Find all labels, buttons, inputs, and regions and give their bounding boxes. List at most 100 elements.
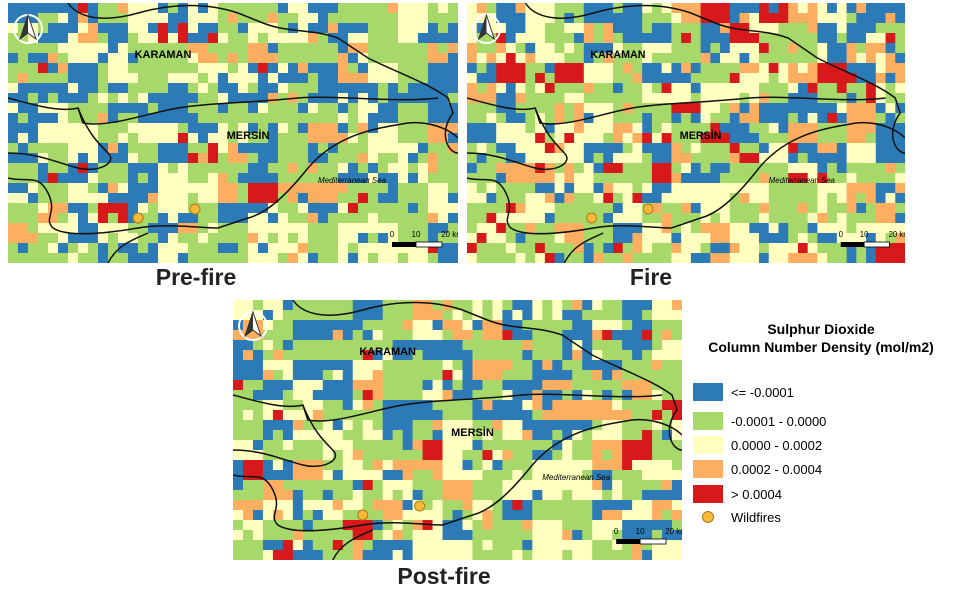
raster-cell <box>323 370 333 381</box>
raster-cell <box>288 243 299 254</box>
raster-cell <box>198 23 209 34</box>
raster-cell <box>642 113 652 124</box>
raster-cell <box>574 153 584 164</box>
raster-cell <box>672 350 682 361</box>
raster-cell <box>516 93 526 104</box>
raster-cell <box>502 520 512 531</box>
raster-cell <box>188 103 199 114</box>
raster-cell <box>467 213 477 224</box>
raster-cell <box>532 530 542 541</box>
raster-cell <box>612 320 622 331</box>
raster-cell <box>138 93 149 104</box>
raster-cell <box>652 33 662 44</box>
raster-cell <box>443 350 453 361</box>
raster-cell <box>413 490 423 501</box>
raster-cell <box>594 63 604 74</box>
raster-cell <box>564 243 574 254</box>
raster-cell <box>398 103 409 114</box>
raster-cell <box>68 93 79 104</box>
raster-cell <box>348 233 359 244</box>
raster-cell <box>78 63 89 74</box>
raster-cell <box>681 83 691 94</box>
raster-cell <box>38 23 49 34</box>
raster-cell <box>263 550 273 560</box>
raster-cell <box>622 430 632 441</box>
raster-cell <box>363 420 373 431</box>
raster-cell <box>623 3 633 14</box>
raster-cell <box>128 133 139 144</box>
raster-cell <box>827 43 837 54</box>
raster-cell <box>506 163 516 174</box>
raster-cell <box>516 33 526 44</box>
raster-cell <box>542 540 552 551</box>
raster-cell <box>448 163 458 174</box>
raster-cell <box>535 53 545 64</box>
raster-cell <box>368 193 379 204</box>
raster-cell <box>535 83 545 94</box>
raster-cell <box>525 183 535 194</box>
raster-cell <box>472 450 482 461</box>
raster-cell <box>622 490 632 501</box>
raster-cell <box>602 530 612 541</box>
raster-cell <box>827 193 837 204</box>
raster-cell <box>318 23 329 34</box>
raster-cell <box>701 3 711 14</box>
raster-cell <box>253 500 263 511</box>
raster-cell <box>623 93 633 104</box>
raster-cell <box>467 133 477 144</box>
raster-cell <box>788 3 798 14</box>
raster-cell <box>358 233 369 244</box>
raster-cell <box>273 550 283 560</box>
raster-cell <box>403 440 413 451</box>
raster-cell <box>837 73 847 84</box>
raster-cell <box>512 370 522 381</box>
raster-cell <box>403 500 413 511</box>
raster-cell <box>348 13 359 24</box>
raster-cell <box>338 203 349 214</box>
raster-cell <box>462 380 472 391</box>
raster-cell <box>866 103 876 114</box>
legend-label: 0.0000 - 0.0002 <box>731 438 822 453</box>
raster-cell <box>472 480 482 491</box>
raster-cell <box>308 63 319 74</box>
raster-cell <box>602 380 612 391</box>
raster-cell <box>118 93 129 104</box>
raster-cell <box>78 253 89 263</box>
raster-cell <box>338 213 349 224</box>
raster-cell <box>433 550 443 560</box>
raster-cell <box>594 103 604 114</box>
raster-cell <box>720 93 730 104</box>
raster-cell <box>506 13 516 24</box>
raster-cell <box>652 460 662 471</box>
raster-cell <box>584 253 594 263</box>
raster-cell <box>798 153 808 164</box>
raster-cell <box>681 113 691 124</box>
raster-cell <box>691 163 701 174</box>
raster-cell <box>759 163 769 174</box>
raster-cell <box>562 420 572 431</box>
raster-cell <box>28 143 39 154</box>
raster-cell <box>448 3 458 14</box>
raster-cell <box>98 153 109 164</box>
legend-item: 0.0000 - 0.0002 <box>693 435 822 455</box>
raster-cell <box>18 223 29 234</box>
raster-cell <box>866 203 876 214</box>
raster-cell <box>408 83 419 94</box>
raster-cell <box>652 450 662 461</box>
raster-cell <box>632 320 642 331</box>
raster-cell <box>866 23 876 34</box>
raster-cell <box>837 133 847 144</box>
raster-cell <box>512 540 522 551</box>
raster-cell <box>632 213 642 224</box>
raster-cell <box>584 93 594 104</box>
raster-cell <box>622 520 632 531</box>
raster-cell <box>393 470 403 481</box>
raster-cell <box>98 103 109 114</box>
raster-cell <box>512 330 522 341</box>
raster-cell <box>808 83 818 94</box>
raster-cell <box>652 330 662 341</box>
raster-cell <box>328 133 339 144</box>
raster-cell <box>662 300 672 311</box>
raster-cell <box>198 243 209 254</box>
raster-cell <box>258 163 269 174</box>
